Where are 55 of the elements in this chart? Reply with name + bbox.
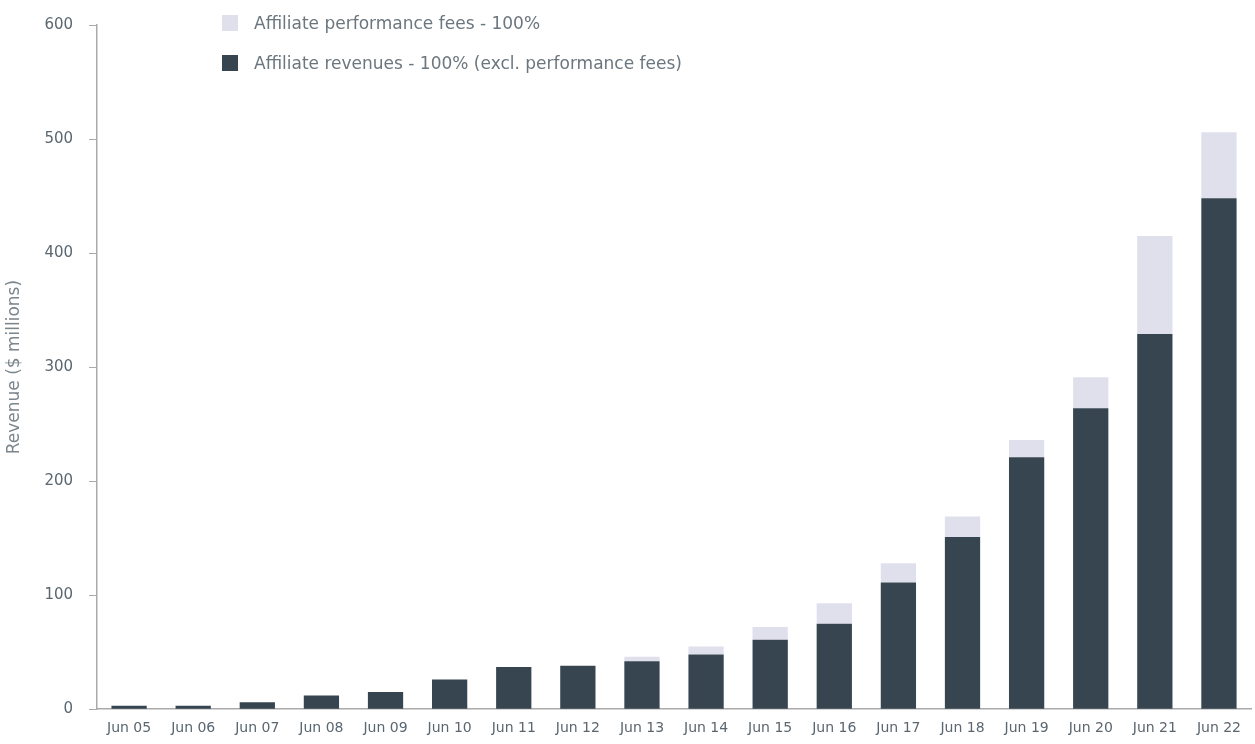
bar: [944, 537, 981, 709]
bar: [880, 582, 917, 709]
y-tick-label: 200: [44, 471, 74, 490]
x-tick-label: Jun 05: [106, 719, 152, 736]
y-tick-label: 100: [44, 585, 74, 604]
x-tick-label: Jun 06: [170, 719, 216, 736]
x-tick-label: Jun 18: [939, 719, 985, 736]
bar: [1137, 334, 1173, 709]
bar: [367, 692, 404, 709]
bar: [1201, 198, 1237, 709]
bar: [432, 679, 468, 709]
y-tick-label: 500: [44, 128, 74, 147]
x-tick-label: Jun 17: [875, 719, 921, 736]
bar: [175, 705, 211, 709]
bar: [239, 702, 275, 709]
x-tick-label: Jun 21: [1131, 719, 1177, 736]
x-tick-label: Jun 10: [426, 719, 472, 736]
bar: [1201, 132, 1237, 199]
bar: [624, 661, 660, 709]
legend-label: Affiliate performance fees - 100%: [254, 13, 541, 33]
y-axis-title: Revenue ($ millions): [2, 279, 23, 455]
y-tick-label: 0: [63, 699, 74, 718]
x-tick-label: Jun 14: [683, 719, 729, 736]
bar: [816, 623, 852, 709]
y-tick-label: 600: [44, 14, 74, 33]
x-tick-label: Jun 22: [1195, 719, 1242, 736]
x-tick-label: Jun 09: [362, 719, 408, 736]
bar: [560, 665, 596, 709]
legend-label: Affiliate revenues - 100% (excl. performance fees): [254, 53, 682, 73]
x-tick-label: Jun 12: [554, 719, 600, 736]
bar: [303, 695, 340, 709]
bar: [944, 516, 981, 538]
x-tick-label: Jun 11: [490, 719, 536, 736]
x-tick-label: Jun 20: [1067, 719, 1113, 736]
x-tick-label: Jun 15: [747, 719, 793, 736]
bar: [496, 667, 532, 709]
x-tick-label: Jun 16: [811, 719, 857, 736]
bar: [1008, 457, 1045, 709]
bar: [688, 654, 724, 709]
x-tick-label: Jun 13: [618, 719, 665, 736]
y-tick-label: 300: [44, 356, 74, 375]
bar: [816, 603, 852, 624]
bar: [1073, 377, 1109, 409]
x-tick-label: Jun 08: [298, 719, 344, 736]
bar: [752, 639, 788, 709]
bar: [1137, 235, 1173, 335]
bar: [1073, 408, 1109, 709]
bar: [880, 563, 917, 583]
x-tick-label: Jun 19: [1003, 719, 1049, 736]
bar: [688, 646, 724, 655]
bar: [1008, 440, 1045, 458]
x-tick-label: Jun 07: [234, 719, 280, 736]
y-tick-label: 400: [44, 242, 74, 261]
bar: [111, 705, 147, 709]
bar: [752, 627, 788, 640]
